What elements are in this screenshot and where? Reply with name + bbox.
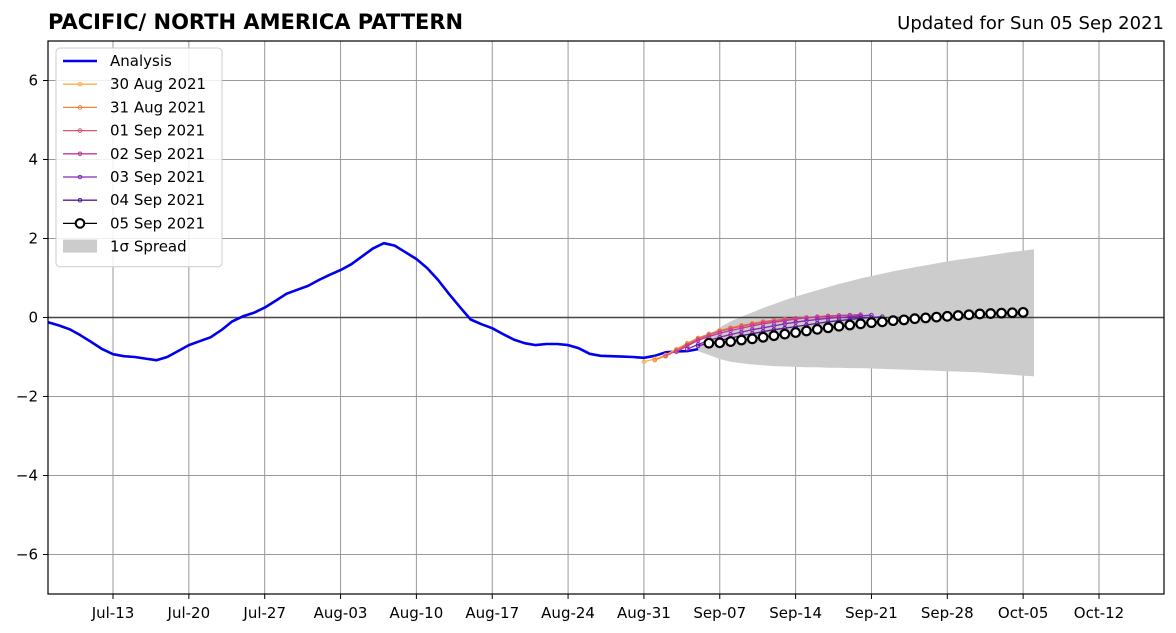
x-tick-label: Oct-05	[998, 604, 1048, 622]
series-point	[845, 321, 854, 330]
series-point	[802, 327, 811, 336]
series-point	[813, 325, 822, 334]
legend-label: 05 Sep 2021	[110, 214, 205, 232]
x-tick-label: Jul-13	[91, 604, 135, 622]
legend-label: 03 Sep 2021	[110, 168, 205, 186]
legend-label: 04 Sep 2021	[110, 191, 205, 209]
y-tick-label: 4	[28, 151, 38, 169]
legend-label: 30 Aug 2021	[110, 75, 206, 93]
y-tick-label: −4	[16, 467, 38, 485]
series-point	[921, 314, 930, 323]
x-tick-label: Aug-10	[389, 604, 443, 622]
series-point	[878, 318, 887, 327]
series-point	[748, 335, 757, 344]
series-point	[856, 320, 865, 329]
series-point	[986, 309, 995, 318]
chart-title: PACIFIC/ NORTH AMERICA PATTERN	[48, 10, 463, 34]
x-tick-label: Aug-24	[541, 604, 595, 622]
series-point	[791, 328, 800, 337]
series-point	[997, 309, 1006, 318]
series-point	[1008, 308, 1017, 317]
series-point	[976, 310, 985, 319]
legend-label: 02 Sep 2021	[110, 145, 205, 163]
x-tick-label: Aug-03	[314, 604, 368, 622]
x-tick-label: Aug-31	[617, 604, 671, 622]
y-tick-label: −6	[16, 546, 38, 564]
x-tick-label: Sep-07	[693, 604, 746, 622]
legend-label: 31 Aug 2021	[110, 98, 206, 116]
series-point	[889, 316, 898, 325]
series-point	[780, 330, 789, 339]
pna-line-chart: Jul-13 Jul-20 Jul-27 Aug-03 Aug-10 Aug-17 Aug-…	[0, 0, 1176, 633]
x-tick-label: Sep-14	[769, 604, 822, 622]
series-point	[759, 333, 768, 342]
x-tick-label: Sep-21	[845, 604, 898, 622]
series-point	[824, 323, 833, 332]
y-tick-label: −2	[16, 388, 38, 406]
series-point	[770, 331, 779, 340]
x-tick-label: Jul-20	[167, 604, 211, 622]
series-point	[737, 336, 746, 345]
y-tick-label: 6	[28, 72, 38, 90]
series-point	[715, 338, 724, 347]
legend-layer[interactable]: Analysis 30 Aug 2021 31 Aug 2021 01 Sep 202…	[56, 48, 222, 267]
series-point	[726, 337, 735, 346]
series-point	[943, 312, 952, 321]
legend-label: Analysis	[110, 52, 172, 70]
y-tick-label: 0	[28, 309, 38, 327]
series-point	[965, 310, 974, 319]
series-point	[867, 318, 876, 327]
chart-canvas: Jul-13 Jul-20 Jul-27 Aug-03 Aug-10 Aug-17 Aug-…	[0, 0, 1176, 633]
series-point	[954, 311, 963, 320]
x-tick-label: Aug-17	[465, 604, 519, 622]
legend-label: 1σ Spread	[110, 238, 187, 256]
series-point	[835, 322, 844, 331]
legend-swatch-marker	[76, 219, 85, 228]
x-tick-label: Sep-28	[921, 604, 974, 622]
series-point	[705, 339, 714, 348]
series-point	[910, 314, 919, 323]
x-tick-label: Jul-27	[242, 604, 286, 622]
legend-swatch-spread	[63, 240, 97, 253]
y-tick-label: 2	[28, 230, 38, 248]
x-tick-label: Oct-12	[1074, 604, 1124, 622]
series-point	[932, 313, 941, 322]
chart-subtitle: Updated for Sun 05 Sep 2021	[897, 13, 1164, 34]
series-point	[900, 316, 909, 325]
series-point	[1019, 308, 1028, 317]
legend-label: 01 Sep 2021	[110, 122, 205, 140]
